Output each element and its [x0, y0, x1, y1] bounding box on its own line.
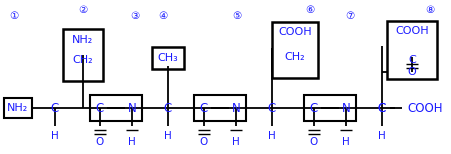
- Bar: [90, 95, 142, 121]
- Text: COOH: COOH: [406, 101, 442, 115]
- Text: CH₃: CH₃: [157, 53, 178, 63]
- Text: H: H: [232, 137, 239, 147]
- Text: CH₂: CH₂: [73, 55, 93, 65]
- Text: COOH: COOH: [394, 26, 428, 36]
- Text: C: C: [407, 55, 415, 65]
- Text: C: C: [377, 101, 385, 115]
- Text: C: C: [51, 101, 59, 115]
- Text: ①: ①: [9, 11, 18, 21]
- Text: N: N: [127, 101, 136, 115]
- Text: C: C: [164, 101, 172, 115]
- Text: O: O: [199, 137, 207, 147]
- Text: ②: ②: [78, 5, 87, 15]
- Text: COOH: COOH: [277, 27, 311, 37]
- Text: H: H: [267, 131, 275, 141]
- Text: C: C: [199, 101, 207, 115]
- Text: O: O: [407, 67, 415, 77]
- Bar: [63, 29, 103, 81]
- Bar: [272, 22, 318, 78]
- Text: C: C: [377, 101, 385, 115]
- Text: CH₂: CH₂: [284, 52, 304, 62]
- Text: C: C: [267, 101, 276, 115]
- Text: O: O: [309, 137, 318, 147]
- Text: H: H: [51, 131, 59, 141]
- Text: C: C: [309, 101, 318, 115]
- Bar: [386, 21, 436, 79]
- Text: H: H: [341, 137, 349, 147]
- Text: H: H: [128, 137, 136, 147]
- Text: ⑤: ⑤: [232, 11, 241, 21]
- Text: ⑥: ⑥: [305, 5, 314, 15]
- Text: N: N: [341, 101, 350, 115]
- Text: H: H: [377, 131, 385, 141]
- Text: C: C: [96, 101, 104, 115]
- Text: ⑧: ⑧: [424, 5, 434, 15]
- Text: O: O: [96, 137, 104, 147]
- Text: ⑦: ⑦: [345, 11, 354, 21]
- Text: N: N: [231, 101, 240, 115]
- Bar: [193, 95, 245, 121]
- Text: NH₂: NH₂: [7, 103, 28, 113]
- Bar: [304, 95, 355, 121]
- Text: ③: ③: [130, 11, 139, 21]
- Text: NH₂: NH₂: [72, 35, 93, 45]
- Bar: [152, 47, 184, 69]
- Bar: [4, 98, 32, 118]
- Text: ④: ④: [158, 11, 167, 21]
- Text: H: H: [164, 131, 171, 141]
